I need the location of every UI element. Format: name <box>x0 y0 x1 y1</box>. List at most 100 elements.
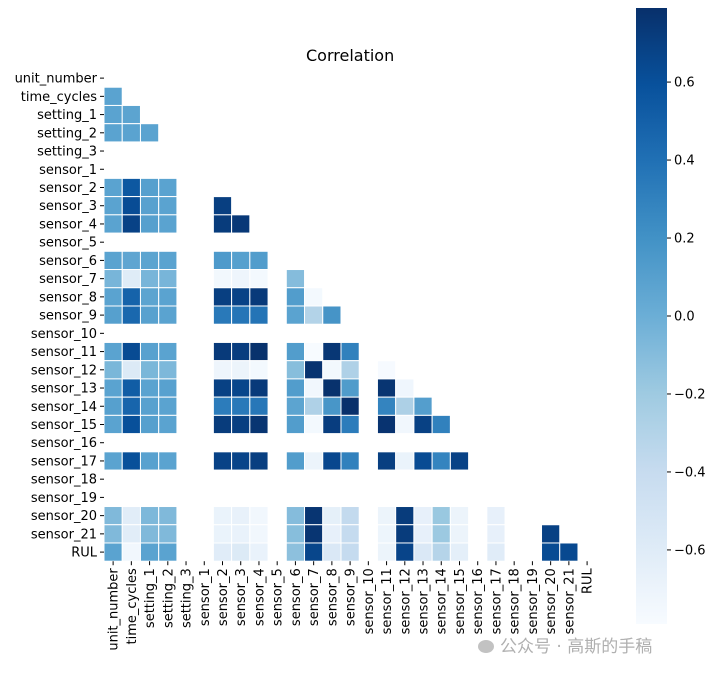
column-label: sensor_8 <box>325 568 340 626</box>
column-label: sensor_14 <box>435 568 450 634</box>
colorbar-tick-label: 0.6 <box>674 76 695 91</box>
heatmap-cell <box>212 196 233 216</box>
heatmap-cell <box>249 524 269 544</box>
heatmap-cell <box>304 542 324 562</box>
heatmap-cell <box>121 177 141 198</box>
heatmap-cell <box>413 451 433 471</box>
heatmap-cell <box>139 360 160 380</box>
heatmap-cell <box>322 506 342 526</box>
row-label: sensor_16 <box>31 436 97 451</box>
heatmap-cell <box>304 451 324 471</box>
row-label: sensor_4 <box>39 217 97 232</box>
heatmap-cell <box>212 414 233 435</box>
heatmap-cell <box>121 196 141 216</box>
heatmap-cell <box>103 305 123 325</box>
heatmap-cell <box>103 524 123 544</box>
heatmap-cell <box>158 214 178 234</box>
column-label: RUL <box>581 567 596 594</box>
heatmap-cell <box>212 506 233 526</box>
heatmap-cell <box>121 506 141 526</box>
colorbar-tick-label: 0.4 <box>674 154 695 169</box>
heatmap-cell <box>413 506 433 526</box>
heatmap-cell <box>249 414 269 435</box>
heatmap-cell <box>158 414 178 435</box>
row-label: sensor_9 <box>39 309 97 324</box>
heatmap-cell <box>322 396 342 416</box>
row-label: setting_1 <box>37 108 97 123</box>
heatmap-cell <box>103 378 123 398</box>
row-label: sensor_15 <box>31 418 97 433</box>
heatmap-cell <box>249 250 269 271</box>
heatmap-cell <box>395 451 415 471</box>
heatmap-cell <box>376 378 397 398</box>
row-label: sensor_13 <box>31 382 97 397</box>
column-label: sensor_10 <box>362 568 377 634</box>
heatmap-cell <box>158 506 178 526</box>
heatmap-cell <box>139 542 160 562</box>
heatmap-cell <box>121 287 141 307</box>
heatmap-cell <box>395 542 415 562</box>
heatmap-cell <box>431 506 451 526</box>
row-label: sensor_21 <box>31 527 97 542</box>
heatmap-cell <box>285 524 306 544</box>
row-label: sensor_18 <box>31 473 97 488</box>
heatmap-cell <box>139 451 160 471</box>
row-label: sensor_20 <box>31 509 97 524</box>
heatmap-cell <box>285 451 306 471</box>
heatmap-cell <box>212 305 233 325</box>
heatmap-cell <box>449 524 470 544</box>
heatmap-cell <box>340 378 360 398</box>
column-label: setting_1 <box>143 568 158 628</box>
column-label: sensor_17 <box>489 568 504 634</box>
heatmap-cell <box>212 287 233 307</box>
heatmap-cell <box>285 542 306 562</box>
heatmap-cell <box>285 378 306 398</box>
row-label: sensor_19 <box>31 491 97 506</box>
heatmap-cell <box>158 378 178 398</box>
heatmap-cell <box>376 524 397 544</box>
heatmap-cell <box>231 360 251 380</box>
row-label: sensor_8 <box>39 290 97 305</box>
heatmap-cell <box>121 360 141 380</box>
heatmap-cell <box>395 524 415 544</box>
heatmap-cell <box>249 341 269 362</box>
heatmap-cell <box>231 378 251 398</box>
heatmap-cell <box>103 196 123 216</box>
heatmap-cell <box>231 214 251 234</box>
heatmap-cell <box>376 414 397 435</box>
heatmap-cell <box>212 360 233 380</box>
heatmap-cell <box>121 396 141 416</box>
heatmap-cell <box>322 414 342 435</box>
column-label: setting_2 <box>161 568 176 628</box>
heatmap-cell <box>376 451 397 471</box>
heatmap-cell <box>121 451 141 471</box>
heatmap-cell <box>340 396 360 416</box>
heatmap-cell <box>376 506 397 526</box>
heatmap-cell <box>249 305 269 325</box>
heatmap-cell <box>103 287 123 307</box>
heatmap-cell <box>231 542 251 562</box>
heatmap-cell <box>340 360 360 380</box>
heatmap-cell <box>376 360 397 380</box>
heatmap-cell <box>103 506 123 526</box>
column-label: sensor_4 <box>252 568 267 626</box>
heatmap-cell <box>212 250 233 271</box>
heatmap-cell <box>322 542 342 562</box>
colorbar-tick-label: −0.4 <box>674 465 706 480</box>
heatmap-cell <box>322 524 342 544</box>
column-label: sensor_6 <box>289 568 304 626</box>
column-label: sensor_16 <box>471 568 486 634</box>
heatmap-cell <box>486 542 506 562</box>
heatmap-cell <box>322 378 342 398</box>
heatmap-cell <box>285 287 306 307</box>
heatmap-cell <box>121 250 141 271</box>
column-label: sensor_18 <box>508 568 523 634</box>
heatmap-cell <box>158 287 178 307</box>
heatmap-cell <box>340 524 360 544</box>
heatmap-cell <box>158 524 178 544</box>
heatmap-cell <box>158 177 178 198</box>
heatmap-cell <box>103 341 123 362</box>
heatmap-cell <box>486 506 506 526</box>
heatmap-cell <box>559 542 579 562</box>
heatmap-cell <box>231 396 251 416</box>
